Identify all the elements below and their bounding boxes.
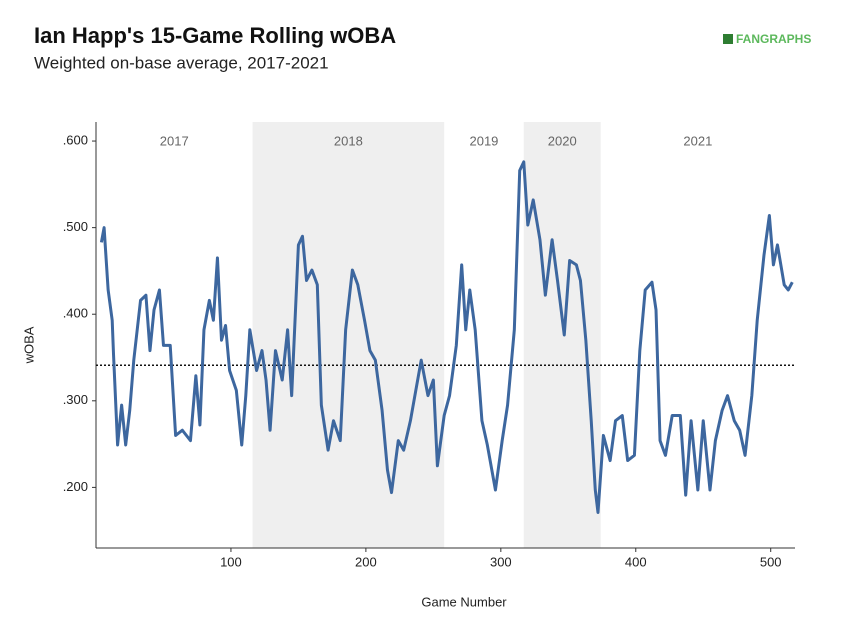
logo-text: FANGRAPHS	[736, 32, 811, 46]
x-axis-label: Game Number	[421, 594, 507, 609]
y-tick-label: .200	[63, 479, 88, 494]
y-tick-label: .400	[63, 306, 88, 321]
season-label: 2017	[160, 133, 189, 148]
data-line	[99, 160, 794, 514]
season-label: 2020	[548, 133, 577, 148]
chart-title: Ian Happ's 15-Game Rolling wOBA	[34, 23, 396, 48]
season-label: 2018	[334, 133, 363, 148]
season-band	[523, 122, 601, 548]
x-tick-label: 200	[355, 554, 377, 569]
season-band	[252, 122, 445, 548]
season-label: 2019	[469, 133, 498, 148]
x-tick-label: 500	[760, 554, 782, 569]
y-axis-label: wOBA	[21, 326, 36, 364]
x-tick-label: 100	[220, 554, 242, 569]
x-tick-label: 400	[625, 554, 647, 569]
y-tick-label: .500	[63, 219, 88, 234]
y-tick-label: .300	[63, 392, 88, 407]
y-tick-label: .600	[63, 132, 88, 147]
x-tick-label: 300	[490, 554, 512, 569]
brand-logo: FANGRAPHS	[723, 32, 811, 46]
season-label: 2021	[683, 133, 712, 148]
logo-icon	[723, 34, 733, 44]
chart-subtitle: Weighted on-base average, 2017-2021	[34, 53, 329, 72]
